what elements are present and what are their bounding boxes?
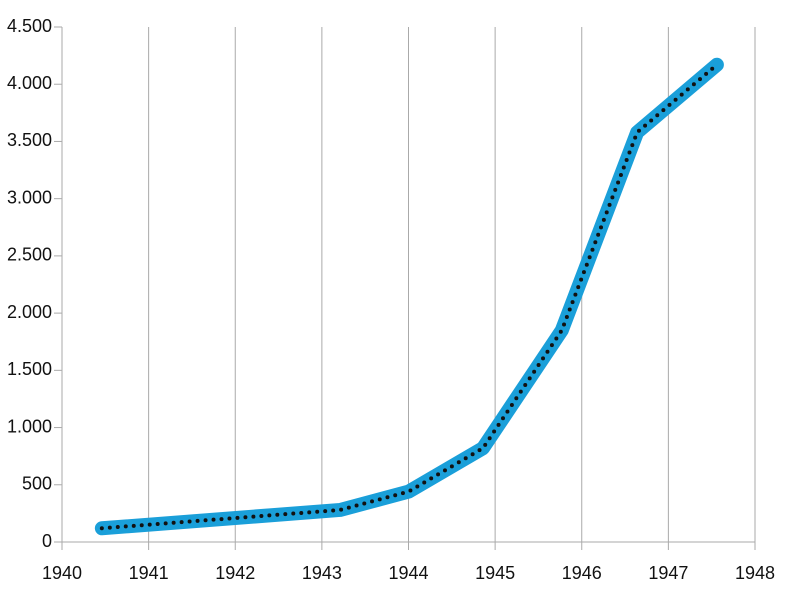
x-tick-label: 1941 <box>129 563 169 583</box>
x-tick-label: 1945 <box>475 563 515 583</box>
x-tick-label: 1947 <box>648 563 688 583</box>
x-tick-label: 1944 <box>388 563 428 583</box>
series-dots <box>99 62 719 531</box>
y-tick-label: 2.000 <box>7 302 52 322</box>
y-tick-label: 3.000 <box>7 187 52 207</box>
x-tick-label: 1940 <box>42 563 82 583</box>
y-tick-label: 2.500 <box>7 245 52 265</box>
x-tick-label: 1946 <box>562 563 602 583</box>
series-line <box>94 57 724 536</box>
y-tick-label: 1.000 <box>7 416 52 436</box>
y-tick-label: 3.500 <box>7 130 52 150</box>
y-tick-label: 500 <box>22 474 52 494</box>
y-tick-label: 4.500 <box>7 16 52 36</box>
y-tick-label: 4.000 <box>7 73 52 93</box>
y-tick-label: 0 <box>42 531 52 551</box>
x-tick-label: 1948 <box>735 563 775 583</box>
x-tick-label: 1943 <box>302 563 342 583</box>
y-tick-label: 1.500 <box>7 359 52 379</box>
x-tick-label: 1942 <box>215 563 255 583</box>
